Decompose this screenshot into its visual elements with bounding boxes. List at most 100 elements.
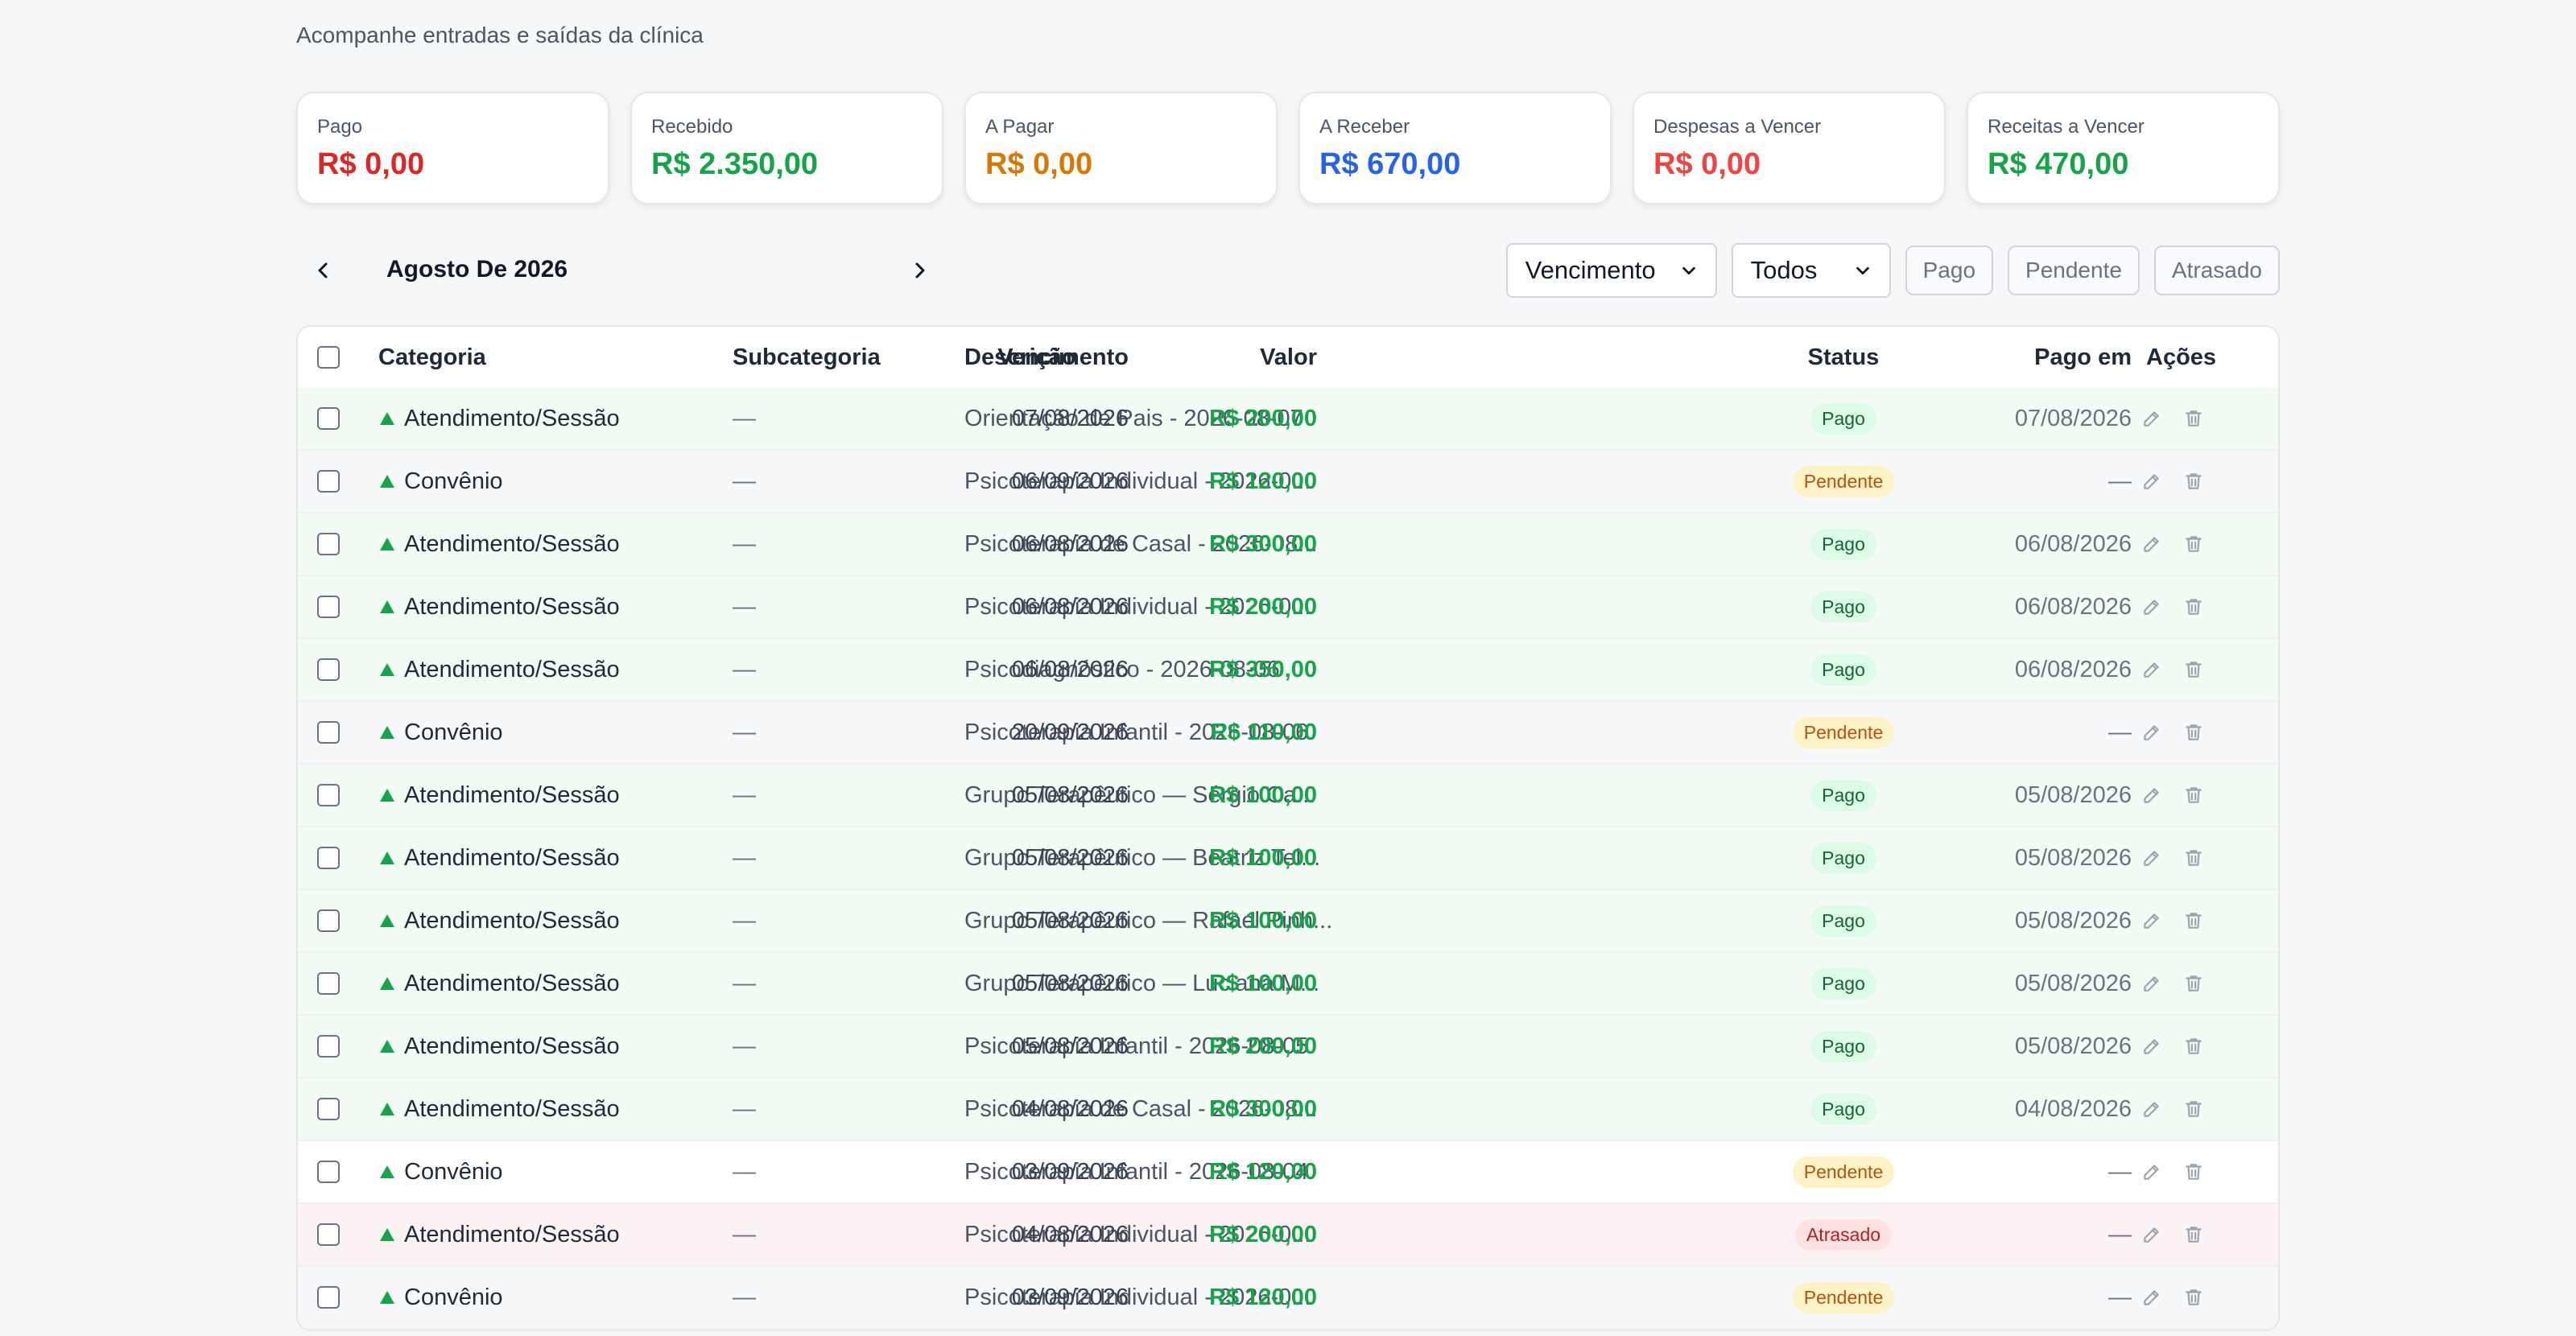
- pago-em-cell: —: [2108, 1158, 2132, 1185]
- table-row[interactable]: Atendimento/Sessão — Psicodiagnóstico - 20…: [298, 639, 2278, 702]
- categoria-text: Atendimento/Sessão: [404, 405, 620, 431]
- row-checkbox[interactable]: [317, 1098, 340, 1120]
- next-month-button[interactable]: [897, 248, 942, 293]
- row-checkbox[interactable]: [317, 533, 340, 555]
- edit-pencil-icon[interactable]: [2141, 973, 2162, 994]
- table-row[interactable]: Atendimento/Sessão — Grupo Terapêutico — L…: [298, 953, 2278, 1016]
- pago-em-cell: —: [2108, 719, 2132, 745]
- edit-pencil-icon[interactable]: [2141, 659, 2162, 680]
- header-valor[interactable]: Valor: [1260, 344, 1317, 370]
- row-checkbox[interactable]: [317, 847, 340, 869]
- table-row[interactable]: Convênio — Psicoterapia Individual - 2026-…: [298, 451, 2278, 513]
- edit-pencil-icon[interactable]: [2141, 534, 2162, 555]
- status-filter-pago[interactable]: Pago: [1905, 245, 1994, 295]
- delete-trash-icon[interactable]: [2183, 973, 2204, 994]
- valor-cell: R$ 120,00: [1209, 1158, 1317, 1185]
- table-row[interactable]: Atendimento/Sessão — Psicoterapia Individu…: [298, 576, 2278, 639]
- delete-trash-icon[interactable]: [2183, 534, 2204, 555]
- row-checkbox[interactable]: [317, 1035, 340, 1058]
- header-subcategoria[interactable]: Subcategoria: [733, 344, 881, 370]
- delete-trash-icon[interactable]: [2183, 408, 2204, 429]
- header-status[interactable]: Status: [1807, 344, 1880, 370]
- actions-cell: [2141, 702, 2246, 763]
- row-select-cell: [317, 576, 349, 637]
- row-checkbox[interactable]: [317, 1161, 340, 1183]
- table-row[interactable]: Atendimento/Sessão — Orientação de Pais - …: [298, 388, 2278, 451]
- previous-month-button[interactable]: [301, 248, 346, 293]
- status-badge: Pago: [1810, 842, 1876, 874]
- vencimento-cell: 06/09/2026: [1011, 468, 1129, 494]
- row-checkbox[interactable]: [317, 721, 340, 744]
- row-checkbox[interactable]: [317, 596, 340, 618]
- row-checkbox[interactable]: [317, 784, 340, 806]
- delete-trash-icon[interactable]: [2183, 1099, 2204, 1120]
- table-row[interactable]: Atendimento/Sessão — Grupo Terapêutico — R…: [298, 890, 2278, 953]
- edit-pencil-icon[interactable]: [2141, 1099, 2162, 1120]
- subcategoria-cell: —: [733, 530, 756, 557]
- edit-pencil-icon[interactable]: [2141, 1224, 2162, 1245]
- date-field-select[interactable]: Vencimento: [1505, 243, 1717, 298]
- table-row[interactable]: Atendimento/Sessão — Psicoterapia Infantil…: [298, 1016, 2278, 1078]
- edit-pencil-icon[interactable]: [2141, 1161, 2162, 1182]
- delete-trash-icon[interactable]: [2183, 471, 2204, 492]
- type-filter-select[interactable]: Todos: [1731, 243, 1891, 298]
- delete-trash-icon[interactable]: [2183, 659, 2204, 680]
- table-row[interactable]: Atendimento/Sessão — Psicoterapia de Casal…: [298, 1078, 2278, 1141]
- row-checkbox[interactable]: [317, 470, 340, 493]
- card-label: Despesas a Vencer: [1653, 116, 1822, 138]
- header-vencimento[interactable]: Vencimento: [997, 344, 1129, 370]
- delete-trash-icon[interactable]: [2183, 722, 2204, 743]
- status-cell: Pendente: [1779, 702, 1908, 763]
- edit-pencil-icon[interactable]: [2141, 722, 2162, 743]
- table-row[interactable]: Convênio — Psicoterapia Infantil - 2026-08…: [298, 702, 2278, 765]
- delete-trash-icon[interactable]: [2183, 847, 2204, 868]
- table-row[interactable]: Atendimento/Sessão — Grupo Terapêutico — S…: [298, 765, 2278, 827]
- delete-trash-icon[interactable]: [2183, 910, 2204, 931]
- status-cell: Pago: [1779, 388, 1908, 449]
- row-checkbox[interactable]: [317, 1223, 340, 1246]
- delete-trash-icon[interactable]: [2183, 596, 2204, 617]
- row-checkbox[interactable]: [317, 658, 340, 681]
- table-row[interactable]: Atendimento/Sessão — Psicoterapia Individu…: [298, 1204, 2278, 1267]
- delete-trash-icon[interactable]: [2183, 1224, 2204, 1245]
- select-all-checkbox[interactable]: [317, 346, 340, 369]
- edit-pencil-icon[interactable]: [2141, 910, 2162, 931]
- edit-pencil-icon[interactable]: [2141, 596, 2162, 617]
- edit-pencil-icon[interactable]: [2141, 785, 2162, 806]
- delete-trash-icon[interactable]: [2183, 1036, 2204, 1057]
- header-descricao[interactable]: Descrição: [964, 344, 1076, 370]
- card-value: R$ 2.350,00: [651, 147, 819, 181]
- delete-trash-icon[interactable]: [2183, 1161, 2204, 1182]
- edit-pencil-icon[interactable]: [2141, 847, 2162, 868]
- edit-pencil-icon[interactable]: [2141, 1036, 2162, 1057]
- toolbar: Agosto De 2026 Vencimento Todos Pago Pen…: [296, 241, 2280, 299]
- header-pago-em[interactable]: Pago em: [2034, 344, 2132, 370]
- row-checkbox[interactable]: [317, 972, 340, 995]
- edit-pencil-icon[interactable]: [2141, 471, 2162, 492]
- edit-pencil-icon[interactable]: [2141, 408, 2162, 429]
- table-row[interactable]: Atendimento/Sessão — Psicoterapia de Casal…: [298, 513, 2278, 576]
- actions-cell: [2141, 953, 2246, 1014]
- table-row[interactable]: Convênio — Psicoterapia Individual - 2026-…: [298, 1267, 2278, 1330]
- status-badge: Pago: [1810, 1030, 1876, 1062]
- vencimento-cell: 04/08/2026: [1011, 1095, 1129, 1122]
- actions-cell: [2141, 513, 2246, 575]
- status-filter-atrasado[interactable]: Atrasado: [2153, 245, 2280, 295]
- descricao-cell: Grupo Terapêutico — Luciana M...: [964, 970, 1320, 996]
- edit-pencil-icon[interactable]: [2141, 1287, 2162, 1308]
- delete-trash-icon[interactable]: [2183, 1287, 2204, 1308]
- income-triangle-icon: [378, 787, 396, 803]
- delete-trash-icon[interactable]: [2183, 785, 2204, 806]
- table-row[interactable]: Convênio — Psicoterapia Infantil - 2026-08…: [298, 1141, 2278, 1204]
- table-row[interactable]: Atendimento/Sessão — Grupo Terapêutico — B…: [298, 827, 2278, 890]
- row-checkbox[interactable]: [317, 407, 340, 430]
- row-checkbox[interactable]: [317, 909, 340, 932]
- categoria-cell: Atendimento/Sessão: [378, 1078, 620, 1140]
- status-badge: Pendente: [1792, 716, 1895, 748]
- subcategoria-cell: —: [733, 1221, 756, 1247]
- row-checkbox[interactable]: [317, 1286, 340, 1309]
- status-filter-pendente[interactable]: Pendente: [2008, 245, 2140, 295]
- header-categoria[interactable]: Categoria: [378, 344, 486, 370]
- status-badge: Pago: [1810, 528, 1876, 560]
- categoria-cell: Atendimento/Sessão: [378, 1204, 620, 1265]
